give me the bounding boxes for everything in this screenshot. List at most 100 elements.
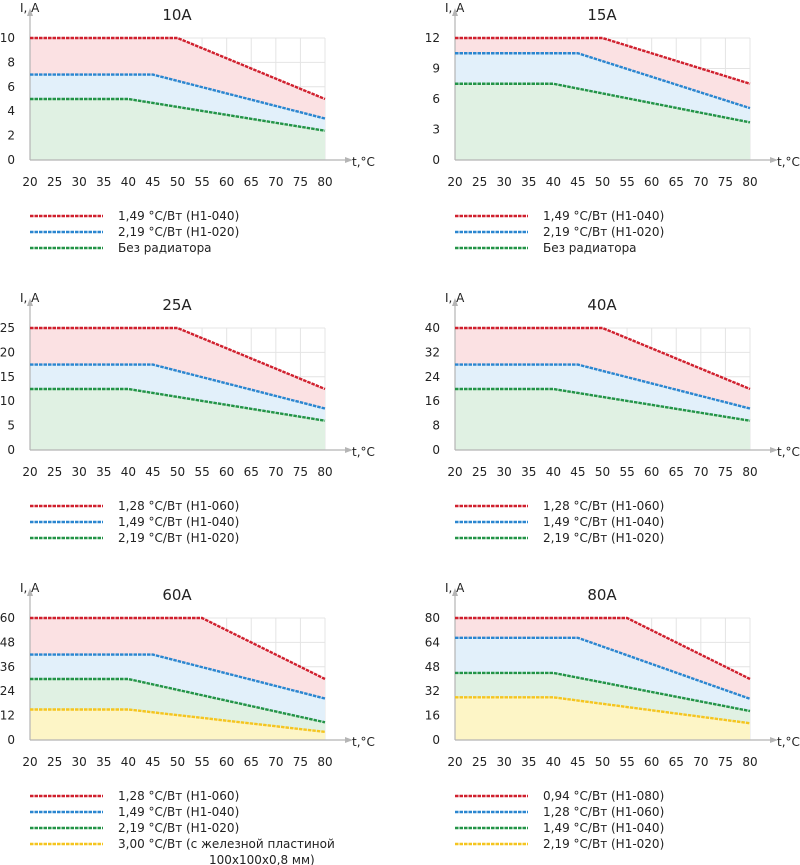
x-tick-label-70: 70 [268, 755, 283, 769]
x-tick-label-40: 40 [546, 755, 561, 769]
series-area-3 [455, 389, 750, 450]
legend-label-2: 1,28 °C/Вт (H1-060) [543, 805, 664, 819]
x-tick-label-40: 40 [546, 175, 561, 189]
x-tick-label-20: 20 [447, 465, 462, 479]
y-axis-label: I, A [20, 581, 40, 595]
legend-label-2: 1,49 °C/Вт (H1-040) [118, 805, 239, 819]
x-tick-label-40: 40 [121, 755, 136, 769]
x-tick-label-30: 30 [497, 755, 512, 769]
x-tick-label-60: 60 [644, 175, 659, 189]
y-tick-label-36: 36 [0, 660, 15, 674]
series-line-2 [455, 363, 751, 410]
y-axis-arrow [27, 588, 33, 596]
x-tick-label-70: 70 [693, 175, 708, 189]
legend: 1,28 °C/Вт (H1-060) 1,49 °C/Вт (H1-040) 2,… [30, 499, 239, 545]
x-tick-label-35: 35 [521, 175, 536, 189]
y-axis-label: I, A [20, 291, 40, 305]
legend-label-1: 1,28 °C/Вт (H1-060) [118, 789, 239, 803]
x-tick-label-20: 20 [447, 175, 462, 189]
x-axis-label: t,°C [352, 735, 375, 749]
x-tick-label-65: 65 [669, 175, 684, 189]
x-tick-label-60: 60 [644, 465, 659, 479]
series-line-1 [30, 616, 326, 681]
legend-label-3: 1,49 °C/Вт (H1-040) [543, 821, 664, 835]
x-axis-arrow [345, 157, 353, 163]
series-line-2 [30, 653, 326, 700]
y-axis-label: I, A [445, 291, 465, 305]
y-tick-label-20: 20 [0, 345, 15, 359]
y-tick-label-16: 16 [425, 394, 440, 408]
series-line-1 [455, 616, 751, 681]
legend-label-2: 2,19 °C/Вт (H1-020) [118, 225, 239, 239]
series-line-3 [455, 387, 751, 422]
y-tick-label-0: 0 [432, 733, 440, 747]
x-tick-label-20: 20 [22, 175, 37, 189]
x-tick-label-25: 25 [47, 465, 62, 479]
x-axis-arrow [345, 737, 353, 743]
legend: 1,49 °C/Вт (H1-040) 2,19 °C/Вт (H1-020) Бе… [30, 209, 239, 255]
y-tick-label-48: 48 [0, 635, 15, 649]
x-tick-label-50: 50 [170, 755, 185, 769]
x-tick-label-60: 60 [219, 175, 234, 189]
y-axis-label: I, A [445, 1, 465, 15]
series-line-2 [455, 52, 751, 110]
y-tick-label-10: 10 [0, 394, 15, 408]
y-tick-label-16: 16 [425, 709, 440, 723]
x-tick-label-45: 45 [145, 755, 160, 769]
chart-panel-60A: 60A I, A t,°C 20 25 30 35 40 45 50 55 60 65 70 75 80 0 12… [0, 581, 375, 865]
legend-label-4: 2,19 °C/Вт (H1-020) [543, 837, 664, 851]
series-line-2 [30, 363, 326, 410]
series-area-4 [455, 697, 750, 740]
chart-title: 40A [587, 296, 617, 314]
x-tick-label-25: 25 [472, 755, 487, 769]
x-axis-arrow [345, 447, 353, 453]
y-axis-arrow [27, 298, 33, 306]
x-tick-label-75: 75 [293, 175, 308, 189]
legend: 1,49 °C/Вт (H1-040) 2,19 °C/Вт (H1-020) Бе… [455, 209, 664, 255]
x-tick-label-55: 55 [194, 175, 209, 189]
y-tick-label-24: 24 [425, 370, 440, 384]
x-tick-label-80: 80 [742, 175, 757, 189]
legend-label-1: 1,28 °C/Вт (H1-060) [543, 499, 664, 513]
y-tick-label-48: 48 [425, 660, 440, 674]
x-tick-label-35: 35 [96, 755, 111, 769]
y-tick-label-12: 12 [0, 709, 15, 723]
x-tick-label-25: 25 [47, 175, 62, 189]
series-line-4 [30, 708, 326, 734]
y-axis-arrow [27, 8, 33, 16]
legend: 1,28 °C/Вт (H1-060) 1,49 °C/Вт (H1-040) 2,… [455, 499, 664, 545]
y-tick-label-40: 40 [425, 321, 440, 335]
x-tick-label-45: 45 [570, 755, 585, 769]
series-area-3 [455, 83, 750, 160]
y-tick-label-64: 64 [425, 635, 440, 649]
y-axis-label: I, A [445, 581, 465, 595]
x-tick-label-70: 70 [268, 465, 283, 479]
legend-label-3: Без радиатора [118, 241, 212, 255]
y-tick-label-24: 24 [0, 684, 15, 698]
x-tick-label-30: 30 [72, 175, 87, 189]
chart-title: 10A [162, 6, 192, 24]
legend-label-3: 2,19 °C/Вт (H1-020) [543, 531, 664, 545]
x-tick-label-45: 45 [145, 175, 160, 189]
legend-label-1: 0,94 °C/Вт (H1-080) [543, 789, 664, 803]
chart-title: 15A [587, 6, 617, 24]
x-tick-label-65: 65 [244, 465, 259, 479]
y-axis-arrow [452, 298, 458, 306]
x-tick-label-45: 45 [570, 465, 585, 479]
x-tick-label-65: 65 [244, 755, 259, 769]
x-tick-label-60: 60 [219, 465, 234, 479]
x-tick-label-55: 55 [194, 755, 209, 769]
x-tick-label-20: 20 [447, 755, 462, 769]
y-tick-label-0: 0 [7, 443, 15, 457]
x-tick-label-80: 80 [317, 755, 332, 769]
y-tick-label-3: 3 [432, 123, 440, 137]
y-axis-label: I, A [20, 1, 40, 15]
x-tick-label-75: 75 [718, 755, 733, 769]
x-tick-label-70: 70 [693, 755, 708, 769]
x-axis-label: t,°C [352, 445, 375, 459]
x-tick-label-45: 45 [570, 175, 585, 189]
x-tick-label-30: 30 [72, 465, 87, 479]
series-line-3 [455, 82, 751, 124]
x-tick-label-60: 60 [644, 755, 659, 769]
